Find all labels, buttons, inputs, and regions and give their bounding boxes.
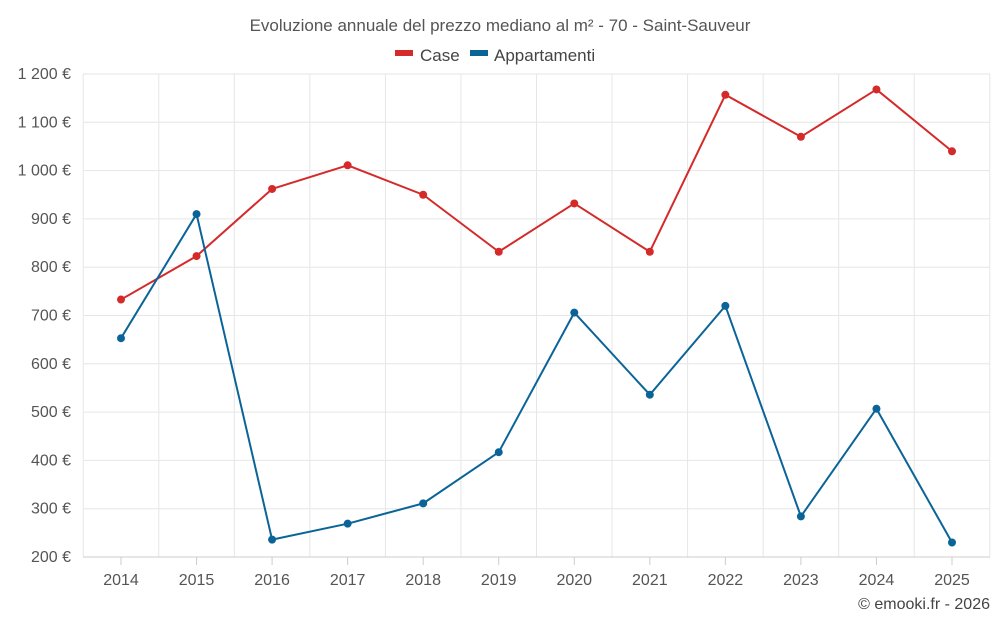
x-tick-label: 2019 bbox=[481, 572, 517, 589]
data-point-appartamenti[interactable] bbox=[796, 512, 805, 521]
legend-label-case: Case bbox=[420, 46, 460, 65]
x-tick-label: 2017 bbox=[330, 572, 366, 589]
data-point-appartamenti[interactable] bbox=[872, 404, 881, 413]
series-layer bbox=[117, 85, 956, 547]
x-tick-label: 2021 bbox=[632, 572, 668, 589]
data-point-appartamenti[interactable] bbox=[494, 448, 503, 457]
x-tick-label: 2016 bbox=[254, 572, 290, 589]
x-tick-label: 2022 bbox=[708, 572, 744, 589]
data-point-appartamenti[interactable] bbox=[645, 390, 654, 399]
y-tick-label: 500 € bbox=[31, 404, 71, 421]
data-point-case[interactable] bbox=[948, 147, 956, 156]
axis-layer: 200 € 300 € 400 € 500 € 600 € 700 € 800 € 900 €… bbox=[18, 66, 990, 589]
legend-swatch-appartamenti bbox=[470, 50, 488, 56]
y-tick-label: 800 € bbox=[31, 259, 71, 276]
x-tick-label: 2025 bbox=[934, 572, 970, 589]
legend-swatch-case bbox=[395, 50, 413, 56]
chart-title: Evoluzione annuale del prezzo mediano al… bbox=[250, 16, 751, 35]
data-point-appartamenti[interactable] bbox=[721, 301, 730, 310]
series-line-appartamenti bbox=[120, 213, 953, 544]
y-tick-label: 1 100 € bbox=[18, 114, 71, 131]
x-tick-label: 2014 bbox=[103, 572, 139, 589]
x-tick-label: 2023 bbox=[783, 572, 819, 589]
x-tick-label: 2020 bbox=[556, 572, 592, 589]
data-point-appartamenti[interactable] bbox=[948, 538, 956, 547]
data-point-case[interactable] bbox=[419, 190, 428, 199]
legend[interactable]: Case Appartamenti bbox=[395, 46, 595, 65]
y-tick-label: 1 200 € bbox=[18, 66, 71, 83]
series-line-case bbox=[120, 88, 953, 301]
data-point-appartamenti[interactable] bbox=[268, 535, 277, 544]
y-tick-label: 700 € bbox=[31, 308, 71, 325]
y-tick-label: 200 € bbox=[31, 549, 71, 566]
data-point-appartamenti[interactable] bbox=[343, 519, 352, 528]
legend-item-case[interactable]: Case bbox=[395, 46, 460, 65]
y-tick-label: 400 € bbox=[31, 452, 71, 469]
x-tick-label: 2018 bbox=[405, 572, 441, 589]
data-point-case[interactable] bbox=[721, 90, 730, 99]
data-point-appartamenti[interactable] bbox=[570, 308, 579, 317]
data-point-appartamenti[interactable] bbox=[419, 499, 428, 508]
data-point-case[interactable] bbox=[645, 247, 654, 256]
data-point-case[interactable] bbox=[872, 85, 881, 94]
data-point-case[interactable] bbox=[192, 252, 201, 261]
data-point-appartamenti[interactable] bbox=[192, 210, 201, 219]
y-tick-label: 900 € bbox=[31, 211, 71, 228]
y-tick-label: 1 000 € bbox=[18, 163, 71, 180]
data-point-appartamenti[interactable] bbox=[117, 334, 125, 343]
y-tick-label: 600 € bbox=[31, 356, 71, 373]
data-point-case[interactable] bbox=[117, 295, 125, 304]
data-point-case[interactable] bbox=[494, 247, 503, 256]
data-point-case[interactable] bbox=[343, 161, 352, 170]
credit-text: © emooki.fr - 2026 bbox=[858, 596, 990, 613]
legend-item-appartamenti[interactable]: Appartamenti bbox=[470, 46, 595, 65]
data-point-case[interactable] bbox=[796, 132, 805, 141]
x-tick-label: 2024 bbox=[859, 572, 895, 589]
grid-layer bbox=[82, 73, 991, 557]
legend-label-appartamenti: Appartamenti bbox=[494, 46, 595, 65]
y-tick-label: 300 € bbox=[31, 501, 71, 518]
x-tick-label: 2015 bbox=[179, 572, 215, 589]
data-point-case[interactable] bbox=[570, 199, 579, 208]
data-point-case[interactable] bbox=[268, 184, 277, 193]
